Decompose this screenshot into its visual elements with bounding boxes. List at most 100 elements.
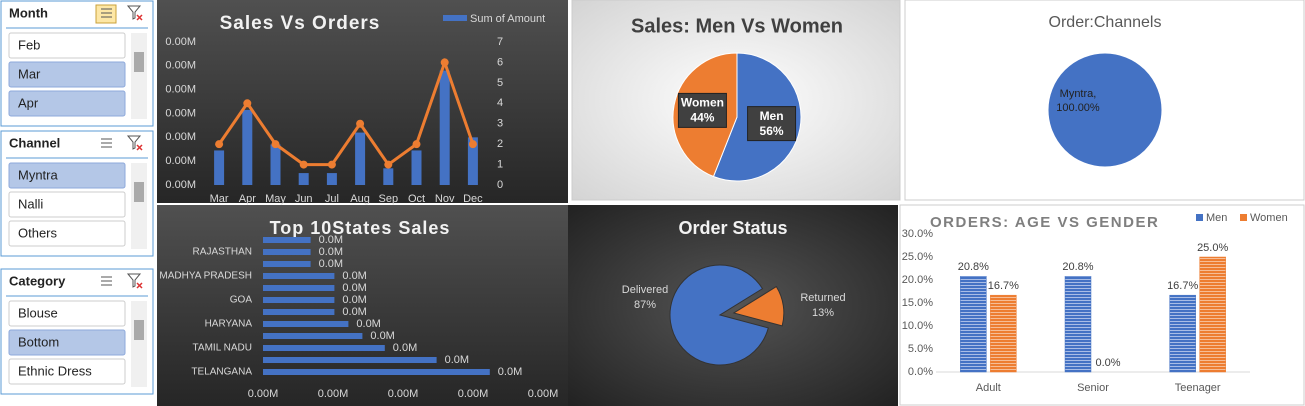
slicer-item[interactable] <box>8 32 126 59</box>
bar <box>263 237 311 243</box>
x-tick-label: Mar <box>210 193 229 205</box>
x-tick-label: Oct <box>408 193 425 205</box>
data-label: 0.0% <box>1095 357 1120 369</box>
pie-slice <box>669 264 769 366</box>
y2-tick-label: 6 <box>497 56 503 68</box>
data-label: 0.0M <box>445 354 469 366</box>
slice-label: Myntra, <box>1060 88 1097 100</box>
y-tick-label: 0.00M <box>165 155 196 167</box>
data-label: 0.0M <box>319 246 343 258</box>
legend-label: Women <box>1250 212 1288 224</box>
bar <box>1199 256 1226 373</box>
slicer-item[interactable] <box>8 300 126 327</box>
chart-title: Sales: Men Vs Women <box>631 15 843 37</box>
bar <box>383 168 394 185</box>
clear-filter-icon[interactable] <box>126 273 142 288</box>
y2-tick-label: 4 <box>497 97 503 109</box>
clear-x <box>136 14 143 21</box>
bar <box>263 357 437 363</box>
legend-swatch <box>443 15 467 21</box>
slicer-item[interactable] <box>8 191 126 218</box>
legend-swatch <box>1196 214 1203 221</box>
data-label: 16.7% <box>1167 280 1198 292</box>
bar <box>467 137 478 185</box>
bar <box>263 369 490 375</box>
pie-slice <box>732 285 785 327</box>
y2-tick-label: 7 <box>497 36 503 48</box>
bar <box>263 261 311 267</box>
x-tick-label: Dec <box>463 193 483 205</box>
y-tick-label: TAMIL NADU <box>193 343 252 354</box>
slicer-item-label: Ethnic Dress <box>18 363 92 378</box>
x-tick-label: Teenager <box>1175 382 1221 394</box>
scroll-thumb[interactable] <box>134 320 144 340</box>
data-label: 20.8% <box>958 261 989 273</box>
data-label: 25.0% <box>1197 242 1228 254</box>
slice-value-label: 100.00% <box>1056 102 1100 114</box>
bar <box>263 297 335 303</box>
bar <box>263 333 363 339</box>
clear-x <box>136 282 143 289</box>
x-tick-label: Aug <box>350 193 370 205</box>
y-tick-label: HARYANA <box>205 319 253 330</box>
slice-value-label: 44% <box>690 111 714 125</box>
y-tick-label: 15.0% <box>902 297 933 309</box>
x-tick-label: 0.00M <box>388 388 419 400</box>
slice-value-label: 56% <box>760 124 784 138</box>
marker <box>356 119 365 128</box>
clear-filter-icon[interactable] <box>126 5 142 20</box>
y-tick-label: 0.00M <box>165 179 196 191</box>
chart-title: Sales Vs Orders <box>220 13 381 34</box>
scroll-thumb[interactable] <box>134 52 144 72</box>
slice-label: Returned <box>800 292 845 304</box>
y-tick-label: 25.0% <box>902 251 933 263</box>
scroll-thumb[interactable] <box>134 182 144 202</box>
data-label: 16.7% <box>988 280 1019 292</box>
y-tick-label: 0.00M <box>165 84 196 96</box>
bar <box>263 273 335 279</box>
multi-select-icon[interactable] <box>95 4 117 24</box>
slicer-title: Month <box>9 5 48 20</box>
bar <box>990 294 1017 373</box>
slicer-item[interactable] <box>8 90 126 117</box>
bar <box>242 109 253 185</box>
x-tick-label: 0.00M <box>248 388 279 400</box>
bar <box>263 309 335 315</box>
y2-tick-label: 1 <box>497 158 503 170</box>
data-label: 0.0M <box>498 366 522 378</box>
data-label: 0.0M <box>370 330 394 342</box>
slicer-item-label: Others <box>18 225 58 240</box>
slicer-item[interactable] <box>8 329 126 356</box>
scrollbar[interactable] <box>131 301 147 387</box>
y-tick-label: 0.00M <box>165 131 196 143</box>
slicer-item[interactable] <box>8 162 126 189</box>
bar <box>1064 276 1092 373</box>
slicer-item[interactable] <box>8 220 126 247</box>
x-tick-label: 0.00M <box>528 388 559 400</box>
slicer-item-label: Feb <box>18 37 40 52</box>
scrollbar[interactable] <box>131 163 147 249</box>
y-tick-label: 0.00M <box>165 60 196 72</box>
data-label: 0.0M <box>319 258 343 270</box>
marker <box>327 160 336 169</box>
x-tick-label: Adult <box>976 382 1001 394</box>
slicer-item[interactable] <box>8 358 126 385</box>
scrollbar[interactable] <box>131 33 147 119</box>
y-tick-label: MADHYA PRADESH <box>159 271 252 282</box>
y-tick-label: 0.0% <box>908 366 933 378</box>
clear-x <box>136 144 143 151</box>
marker <box>468 140 477 149</box>
data-label: 0.0M <box>319 234 343 246</box>
y-tick-label: 10.0% <box>902 320 933 332</box>
slicer-item[interactable] <box>8 61 126 88</box>
x-tick-label: Jul <box>325 193 339 205</box>
x-tick-label: 0.00M <box>318 388 349 400</box>
y-tick-label: GOA <box>230 295 253 306</box>
y-tick-label: TELANGANA <box>191 367 252 378</box>
y2-tick-label: 2 <box>497 138 503 150</box>
chart-title: Order Status <box>678 218 787 238</box>
bar <box>298 173 309 185</box>
slice-label: Men <box>760 109 784 123</box>
clear-filter-icon[interactable] <box>126 135 142 150</box>
x-tick-label: Sep <box>379 193 399 205</box>
